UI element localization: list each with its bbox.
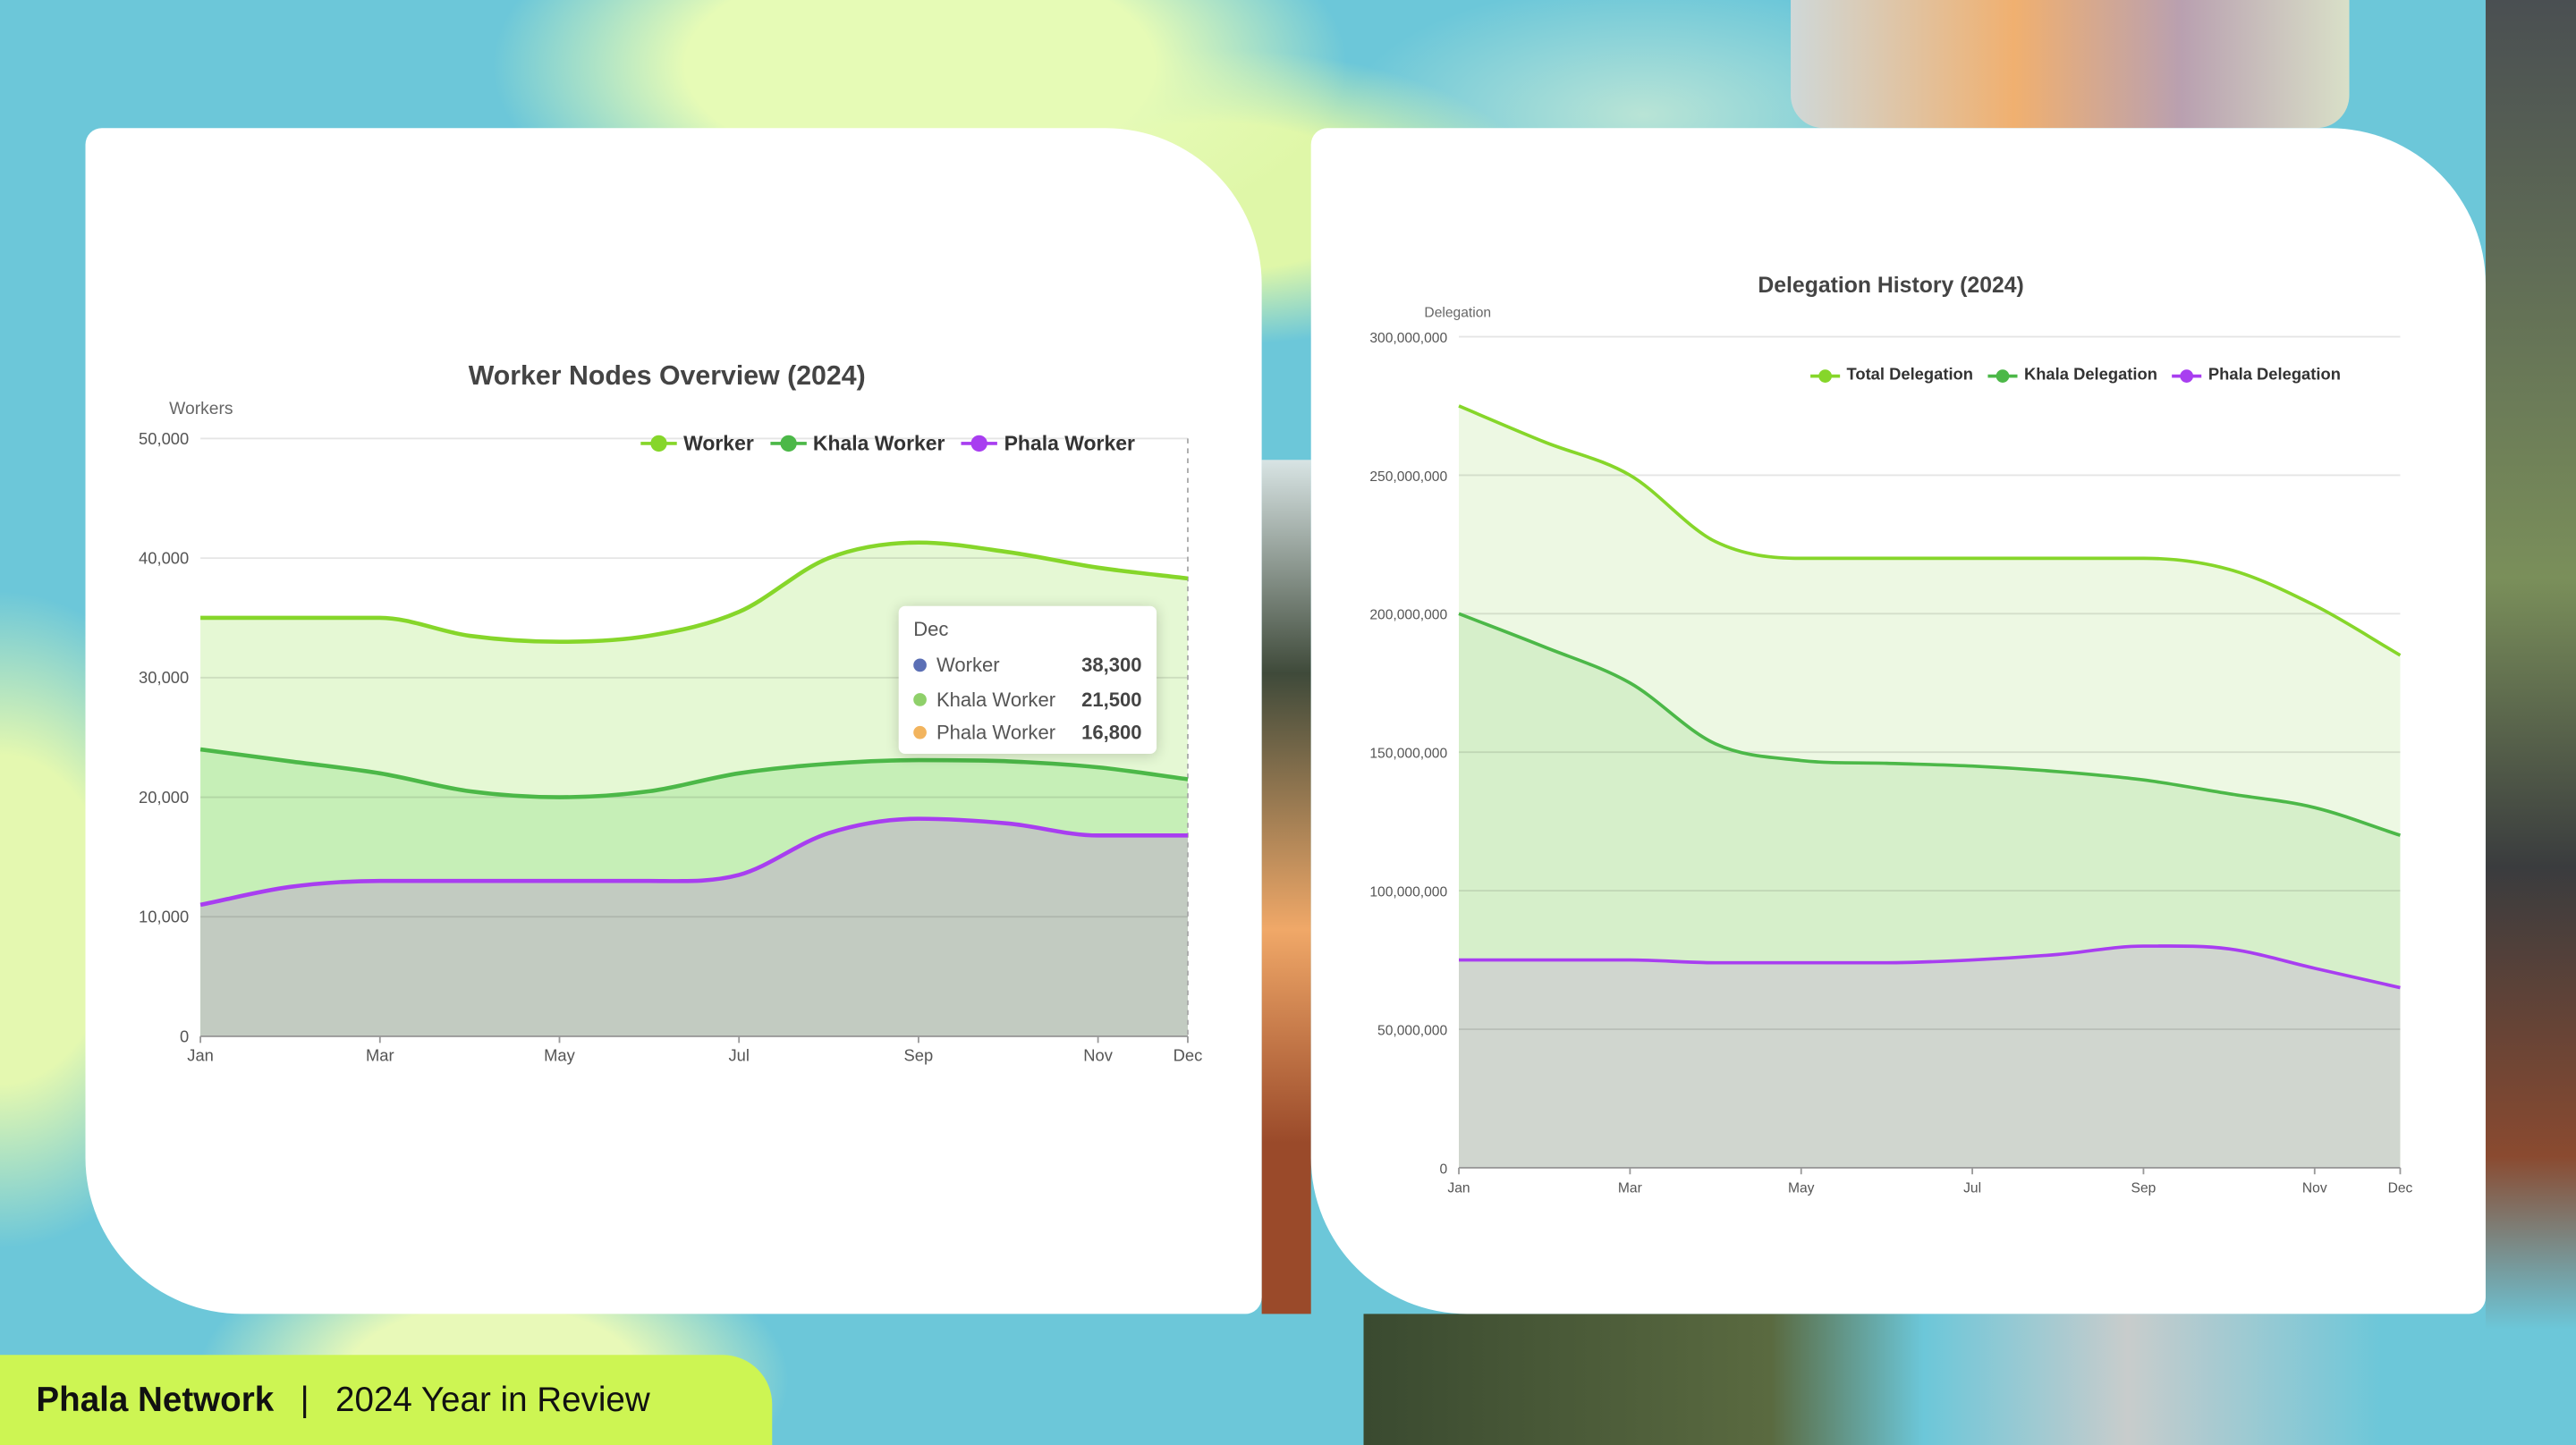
legend-item[interactable]: Phala Worker [961,432,1135,455]
y-tick-label: 20,000 [139,788,189,807]
series-dot-icon [913,692,927,706]
x-tick-label: May [1788,1180,1815,1196]
y-tick-label: 200,000,000 [1369,608,1447,623]
x-tick-label: Mar [1618,1180,1642,1196]
tooltip-value: 21,500 [1081,688,1142,711]
x-tick-label: May [544,1046,576,1065]
brand-name: Phala Network [36,1380,275,1419]
y-axis-label: Delegation [1424,305,1491,320]
worker-legend: Worker Khala Worker Phala Worker [640,432,1135,455]
line-khala-delegation [1458,612,2402,837]
x-tick-label: Sep [2131,1180,2157,1196]
footer-banner: Phala Network | 2024 Year in Review [0,1355,773,1445]
x-tick-label: Jan [1447,1180,1470,1196]
tooltip-row: Worker 38,300 [913,649,1142,683]
legend-line-dot-icon [1987,368,2018,384]
x-tick-label: Nov [2302,1180,2327,1196]
line-phala-worker [199,816,1188,908]
delegation-chart: Delegation History (2024) Delegation 0 50… [1369,274,2412,1196]
tooltip-row: Phala Worker 16,800 [913,716,1142,750]
legend-label: Worker [683,432,754,455]
x-tick-label: Dec [1174,1046,1203,1065]
x-tick-label: Jan [187,1046,214,1065]
tooltip-value: 38,300 [1081,654,1142,678]
legend-line-dot-icon [2172,368,2202,384]
separator: | [300,1380,309,1419]
legend-label: Khala Delegation [2023,366,2157,384]
tooltip-series-name: Khala Worker [936,688,1056,711]
area-phala-worker [200,818,1188,1036]
x-tick-label: Jul [728,1046,749,1065]
y-tick-label: 10,000 [139,908,189,926]
tooltip-series-name: Worker [936,654,1000,678]
line-total-delegation [1458,404,2402,657]
x-tick-label: Jul [1963,1180,1981,1196]
y-tick-label: 50,000 [139,429,189,448]
series-dot-icon [913,726,927,739]
chart-title: Worker Nodes Overview (2024) [469,361,866,391]
line-phala-delegation [1459,944,2401,990]
x-tick-label: Mar [366,1046,394,1065]
area-phala-delegation [1459,945,2401,1168]
legend-item[interactable]: Worker [640,432,754,455]
chart-title: Delegation History (2024) [1758,274,2023,298]
tooltip-series-name: Phala Worker [936,721,1056,745]
chart-tooltip: Dec Worker 38,300 Khala Worker 21,500 Phal… [898,605,1157,755]
tooltip-header: Dec [913,617,949,641]
legend-line-dot-icon [640,434,677,453]
background-machine-right [2485,0,2576,1445]
line-khala-worker [199,747,1189,799]
y-tick-label: 100,000,000 [1369,885,1447,900]
y-tick-label: 150,000,000 [1369,747,1447,762]
legend-line-dot-icon [770,434,807,453]
y-tick-label: 40,000 [139,549,189,568]
tooltip-value: 16,800 [1081,721,1142,745]
banner-subtitle: 2024 Year in Review [335,1380,650,1419]
legend-item[interactable]: Phala Delegation [2172,366,2341,384]
y-tick-label: 250,000,000 [1369,469,1447,485]
line-worker [200,540,1189,645]
tooltip-row: Khala Worker 21,500 [913,682,1142,716]
y-tick-label: 0 [1439,1162,1447,1177]
background-machine-middle [1261,460,1311,1314]
legend-item[interactable]: Khala Delegation [1987,366,2157,384]
legend-line-dot-icon [1810,368,1841,384]
series-dot-icon [913,658,927,672]
y-tick-label: 0 [180,1027,189,1045]
legend-item[interactable]: Total Delegation [1810,367,1973,384]
x-tick-label: Nov [1083,1046,1113,1065]
y-tick-label: 300,000,000 [1369,331,1447,346]
legend-label: Phala Delegation [2207,366,2341,384]
delegation-legend: Total Delegation Khala Delegation Phala De… [1810,367,2341,384]
legend-label: Phala Worker [1004,432,1135,455]
legend-line-dot-icon [961,434,998,453]
x-tick-label: Dec [2388,1180,2413,1196]
legend-label: Total Delegation [1846,366,1974,384]
background-machine-top [1791,0,2350,129]
y-tick-label: 30,000 [139,668,189,687]
x-tick-label: Sep [904,1046,934,1065]
y-axis-label: Workers [169,400,233,418]
background-machine-bottom [1363,1314,2383,1445]
legend-item[interactable]: Khala Worker [770,432,945,455]
legend-label: Khala Worker [812,432,945,455]
y-tick-label: 50,000,000 [1377,1023,1447,1038]
